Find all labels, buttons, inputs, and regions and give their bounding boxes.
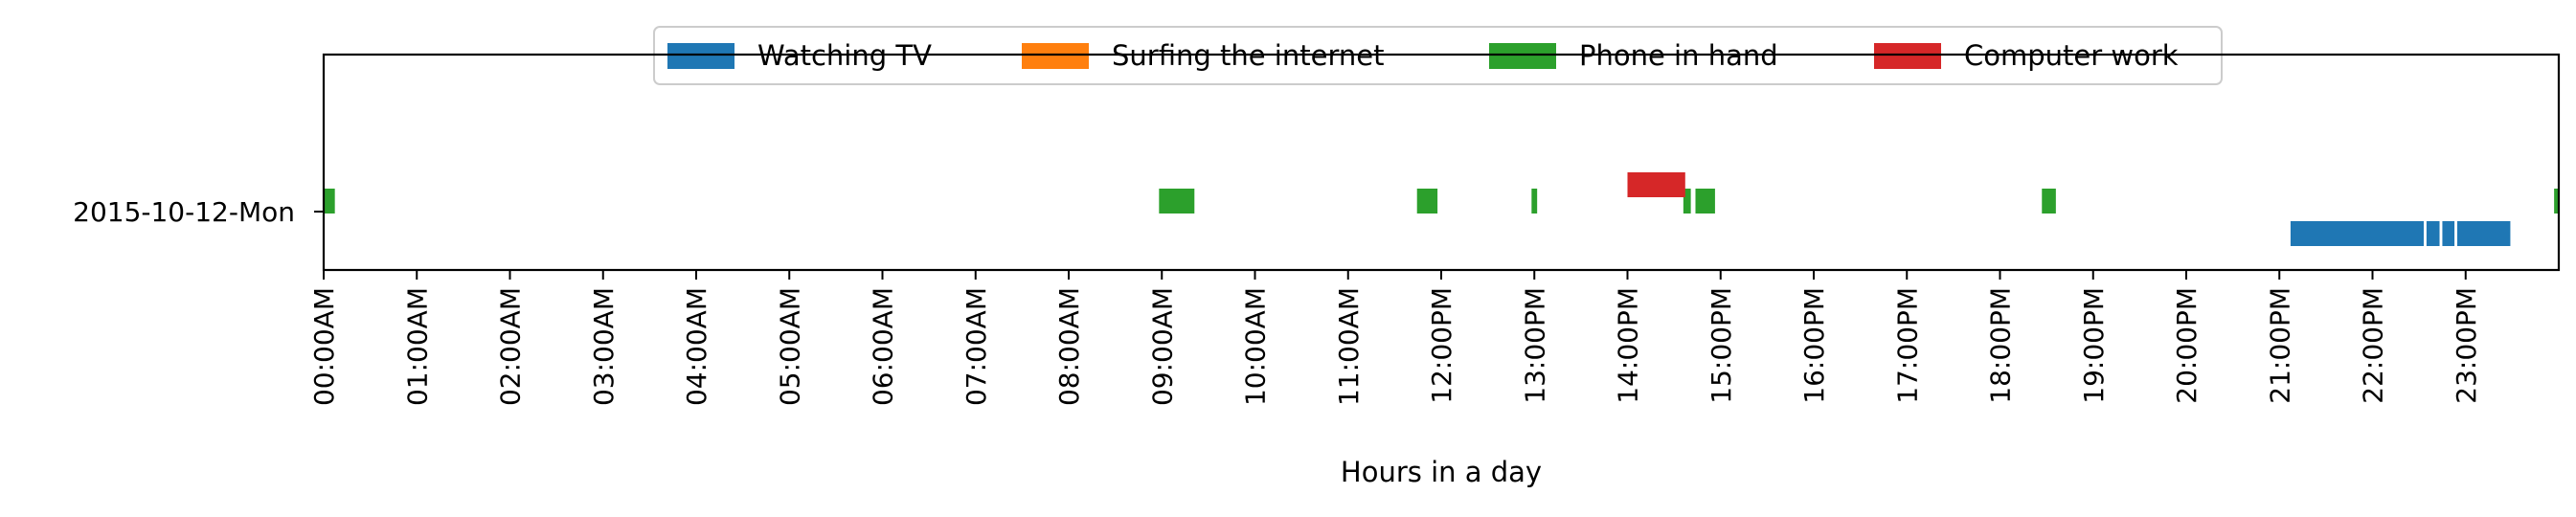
x-tick-label: 12:00PM	[1426, 287, 1457, 404]
bar-watching-tv	[2442, 221, 2455, 246]
bar-phone-in-hand	[1683, 189, 1691, 214]
bar-phone-in-hand	[2554, 189, 2559, 214]
x-tick-label: 23:00PM	[2451, 287, 2482, 404]
x-tick-label: 07:00AM	[960, 287, 992, 406]
x-tick-label: 16:00PM	[1798, 287, 1830, 404]
x-tick-label: 01:00AM	[401, 287, 433, 406]
bar-watching-tv	[2290, 221, 2424, 246]
x-tick-label: 20:00PM	[2171, 287, 2203, 404]
x-tick-label: 10:00AM	[1240, 287, 1272, 406]
x-tick-label: 17:00PM	[1891, 287, 1923, 404]
legend-swatch	[667, 43, 734, 69]
x-tick-label: 04:00AM	[681, 287, 712, 406]
bar-phone-in-hand	[2042, 189, 2056, 214]
bar-watching-tv	[2426, 221, 2440, 246]
x-tick-label: 00:00AM	[308, 287, 340, 406]
bar-computer-work	[1627, 172, 1685, 197]
x-tick-label: 19:00PM	[2078, 287, 2110, 404]
bar-watching-tv	[2456, 221, 2511, 246]
axes-frame	[322, 53, 2561, 272]
activity-bars	[324, 172, 2559, 246]
x-tick-label: 05:00AM	[774, 287, 805, 406]
x-tick-label: 13:00PM	[1519, 287, 1550, 404]
legend-swatch	[1489, 43, 1556, 69]
x-tick-label: 15:00PM	[1706, 287, 1737, 404]
y-axis: 2015-10-12-Mon	[73, 196, 324, 228]
x-tick-label: 09:00AM	[1146, 287, 1178, 406]
bar-phone-in-hand	[1159, 189, 1195, 214]
x-tick-label: 06:00AM	[868, 287, 899, 406]
x-tick-label: 22:00PM	[2358, 287, 2389, 404]
x-tick-label: 18:00PM	[1985, 287, 2017, 404]
x-axis-label: Hours in a day	[1341, 456, 1542, 488]
x-axis: 00:00AM 01:00AM 02:00AM 03:00AM 04:00AM 05:00…	[308, 270, 2482, 406]
bar-phone-in-hand	[324, 189, 335, 214]
x-tick-label: 21:00PM	[2264, 287, 2295, 404]
bar-phone-in-hand	[1695, 189, 1715, 214]
bar-phone-in-hand	[1531, 189, 1538, 214]
x-tick-label: 14:00PM	[1613, 287, 1644, 404]
x-tick-label: 02:00AM	[495, 287, 527, 406]
y-tick-label: 2015-10-12-Mon	[73, 196, 295, 228]
x-tick-label: 08:00AM	[1053, 287, 1085, 406]
legend-swatch	[1022, 43, 1089, 69]
x-tick-label: 03:00AM	[588, 287, 620, 406]
bar-phone-in-hand	[1416, 189, 1438, 214]
x-tick-label: 11:00AM	[1333, 287, 1365, 406]
legend-swatch	[1874, 43, 1941, 69]
